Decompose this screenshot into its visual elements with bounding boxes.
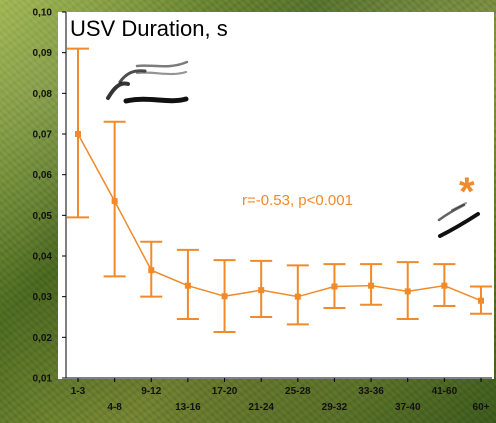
data-point: [184, 282, 191, 289]
y-tick-label: 0,07: [33, 130, 53, 141]
x-tick-label: 9-12: [141, 386, 161, 397]
x-tick-label: 17-20: [212, 386, 238, 397]
x-tick-label: 33-36: [358, 386, 384, 397]
y-tick-label: 0,05: [33, 211, 53, 222]
y-tick-label: 0,10: [33, 8, 53, 19]
y-tick-label: 0,06: [33, 170, 53, 181]
series: [75, 131, 484, 304]
x-tick-label: 21-24: [248, 402, 274, 413]
significance-star: *: [459, 170, 475, 214]
y-tick-label: 0,02: [33, 333, 53, 344]
data-point: [148, 267, 155, 274]
data-point: [441, 282, 448, 289]
data-point: [221, 293, 228, 300]
y-tick-label: 0,03: [33, 292, 53, 303]
series-line: [77, 133, 482, 302]
x-tick-label: 60+: [473, 402, 490, 413]
chart-title: USV Duration, s: [70, 16, 228, 41]
x-tick-label: 25-28: [285, 386, 311, 397]
x-tick-label: 4-8: [107, 402, 122, 413]
data-point: [404, 288, 411, 295]
x-tick-label: 41-60: [432, 386, 458, 397]
waveform-sketch-right: [437, 202, 480, 238]
data-point: [368, 282, 375, 289]
data-point: [331, 283, 338, 290]
y-tick-label: 0,01: [33, 374, 53, 385]
correlation-annotation: r=-0.53, p<0.001: [242, 192, 353, 209]
x-tick-label: 29-32: [322, 402, 348, 413]
x-tick-label: 13-16: [175, 402, 201, 413]
y-tick-label: 0,09: [33, 48, 53, 59]
waveform-sketch-top: [106, 60, 189, 104]
data-point: [75, 131, 81, 137]
axes: 0,01 0,02 0,03 0,04 0,05 0,06 0,07 0,08 0,09 0,10…: [33, 8, 492, 413]
data-point: [478, 297, 484, 304]
x-tick-label: 1-3: [71, 386, 86, 397]
x-tick-label: 37-40: [395, 402, 421, 413]
y-tick-label: 0,08: [33, 89, 53, 100]
data-point: [258, 287, 265, 294]
y-tick-label: 0,04: [33, 252, 53, 263]
data-point: [111, 198, 118, 205]
data-point: [294, 293, 301, 300]
